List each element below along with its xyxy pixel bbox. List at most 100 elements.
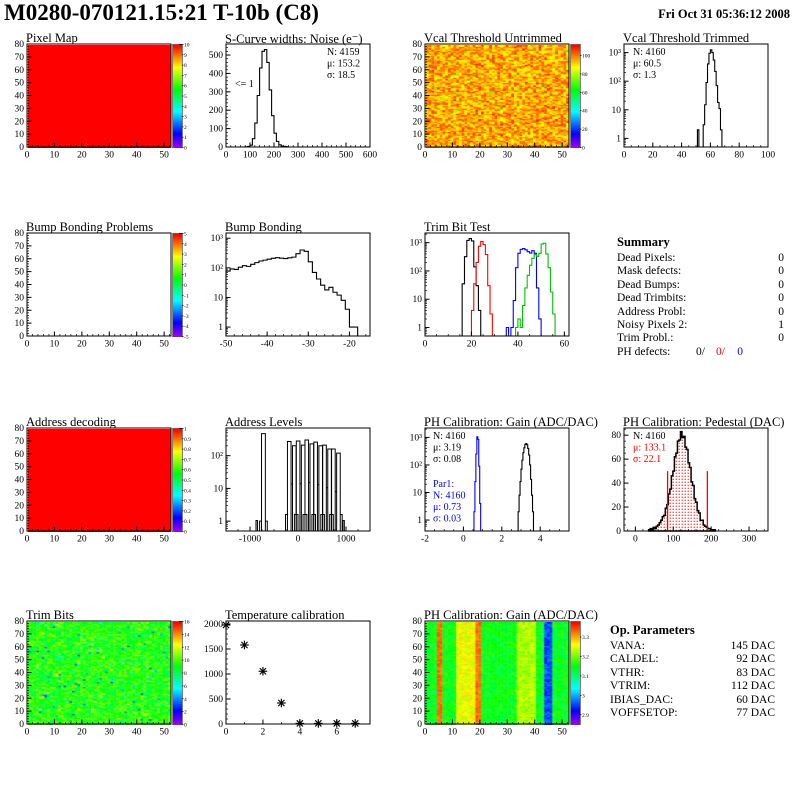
svg-text:30: 30 [105, 151, 115, 161]
svg-text:200: 200 [209, 106, 224, 116]
summary-row: Address Probl: 0 [597, 306, 796, 319]
svg-text:30: 30 [503, 728, 513, 738]
op-parameter-row: VTHR: 83 DAC [597, 667, 796, 680]
svg-text:50: 50 [557, 151, 567, 161]
svg-text:30: 30 [15, 104, 25, 114]
trim_bit_test-svg: 0 20 40 60 1 10 10² 10³ [410, 232, 570, 350]
svg-text:1: 1 [218, 323, 223, 333]
svg-text:600: 600 [363, 151, 378, 161]
summary-rows: Dead Pixels: 0 Mask defects: 0 Dead Bumps: 0 D… [597, 252, 796, 359]
svg-text:20: 20 [15, 117, 25, 127]
svg-text:50: 50 [413, 656, 423, 666]
op-parameter-row: CALDEL: 92 DAC [597, 653, 796, 666]
svg-text:2: 2 [184, 125, 187, 131]
svg-text:10²: 10² [211, 452, 224, 462]
summary-row: Dead Bumps: 0 [597, 279, 796, 292]
svg-text:300: 300 [291, 151, 306, 161]
svg-text:0: 0 [19, 527, 24, 537]
svg-text:1: 1 [417, 323, 422, 333]
plot-ph-gain-map: PH Calibration: Gain (ADC/DAC) 2.9 3 3.1 3.… [398, 607, 598, 793]
summary-value: 0 [778, 292, 784, 305]
svg-text:400: 400 [209, 69, 224, 79]
op-parameter-label: VANA: [610, 640, 645, 652]
summary-panel: Summary Dead Pixels: 0 Mask defects: 0 Dead … [597, 219, 796, 405]
svg-text:60: 60 [15, 66, 25, 76]
svg-text:40: 40 [132, 340, 142, 350]
svg-text:0: 0 [19, 332, 24, 342]
svg-text:10: 10 [612, 106, 622, 116]
svg-text:60: 60 [413, 66, 423, 76]
svg-text:4: 4 [297, 728, 302, 738]
svg-text:-40: -40 [261, 340, 274, 350]
svg-text:0: 0 [19, 143, 24, 153]
svg-text:80: 80 [413, 40, 423, 50]
svg-text:40: 40 [132, 535, 142, 545]
svg-text:0: 0 [423, 151, 428, 161]
svg-text:40: 40 [513, 340, 523, 350]
svg-text:0.8: 0.8 [184, 447, 191, 453]
svg-text:0: 0 [633, 535, 638, 545]
svg-text:40: 40 [132, 151, 142, 161]
svg-text:0: 0 [25, 535, 30, 545]
svg-text:2000: 2000 [204, 620, 223, 630]
pixel_map-heatmap [27, 44, 171, 148]
svg-text:0.6: 0.6 [184, 468, 191, 474]
svg-text:40: 40 [530, 151, 540, 161]
svg-text:0.1: 0.1 [184, 519, 191, 525]
svg-text:10: 10 [184, 658, 190, 664]
svg-text:70: 70 [15, 242, 25, 252]
svg-text:3: 3 [184, 115, 187, 121]
plot-title-trim-bit-test: Trim Bit Test [424, 220, 491, 234]
vcal_untrimmed-svg: 0 20 40 60 80 100 0 10 20 30 40 50 0 10 20 30 40 50 60 70 80 [413, 40, 591, 161]
op-parameter-value: 145 DAC [730, 640, 775, 652]
plot-area-bump-bonding: -50 -40 -30 -20 1 10 10² 10³ [199, 232, 398, 402]
svg-text:N: 4160: N: 4160 [433, 491, 466, 502]
svg-text:20: 20 [15, 501, 25, 511]
op-parameter-value: 92 DAC [736, 653, 775, 666]
plot-ph-gain-hist: PH Calibration: Gain (ADC/DAC) -2 0 2 4 1 10 1… [398, 414, 598, 600]
svg-text:200: 200 [267, 151, 282, 161]
svg-text:5: 5 [184, 232, 187, 238]
svg-text:20: 20 [467, 340, 477, 350]
svg-text:1500: 1500 [204, 645, 223, 655]
svg-text:30: 30 [105, 728, 115, 738]
svg-text:0: 0 [25, 340, 30, 350]
svg-text:40: 40 [413, 92, 423, 102]
svg-text:-2: -2 [421, 535, 429, 545]
svg-text:20: 20 [413, 117, 423, 127]
op-parameter-value: 60 DAC [736, 693, 775, 706]
svg-text:10: 10 [413, 707, 423, 717]
plot-title-bump-bonding: Bump Bonding [225, 220, 302, 234]
svg-text:40: 40 [15, 476, 25, 486]
svg-text:N: 4160: N: 4160 [433, 431, 466, 442]
svg-text:10: 10 [50, 728, 60, 738]
svg-text:μ: 153.2: μ: 153.2 [327, 59, 360, 70]
svg-text:9: 9 [184, 53, 187, 59]
svg-text:2: 2 [184, 262, 187, 268]
page-date: Fri Oct 31 05:36:12 2008 [658, 7, 790, 21]
svg-text:60: 60 [560, 340, 570, 350]
svg-text:20: 20 [582, 127, 588, 133]
page-title: M0280-070121.15:21 T-10b (C8) [4, 0, 319, 25]
svg-text:30: 30 [413, 104, 423, 114]
svg-text:70: 70 [413, 630, 423, 640]
svg-text:10: 10 [214, 293, 224, 303]
svg-text:70: 70 [15, 437, 25, 447]
svg-text:0: 0 [417, 720, 422, 730]
svg-text:3.1: 3.1 [582, 674, 589, 680]
plot-title-vcal-untrimmed: Vcal Threshold Untrimmed [424, 31, 562, 45]
svg-text:10: 10 [214, 484, 224, 494]
plot-temp-calibration: Temperature calibration 0 2 4 6 0 500 1000 1500… [199, 607, 398, 793]
svg-text:40: 40 [15, 669, 25, 679]
summary-value: 0 [778, 278, 784, 291]
svg-text:30: 30 [413, 681, 423, 691]
plot-area-vcal-untrimmed: 0 20 40 60 80 100 0 10 20 30 40 50 0 10 20 30 40 50 60 70 80 [398, 40, 597, 213]
svg-text:20: 20 [648, 151, 658, 161]
svg-text:20: 20 [15, 694, 25, 704]
svg-text:40: 40 [677, 151, 687, 161]
svg-text:100: 100 [761, 151, 776, 161]
svg-text:10³: 10³ [609, 49, 622, 59]
plot-address-levels: Address Levels -1000 0 1000 1 10 10² [199, 414, 398, 600]
plot-area-pixel-map: 0 1 2 3 4 5 6 7 8 9 10 0 10 20 30 40 50 0 10 20 30 40 50 60 70 80 [0, 40, 199, 213]
